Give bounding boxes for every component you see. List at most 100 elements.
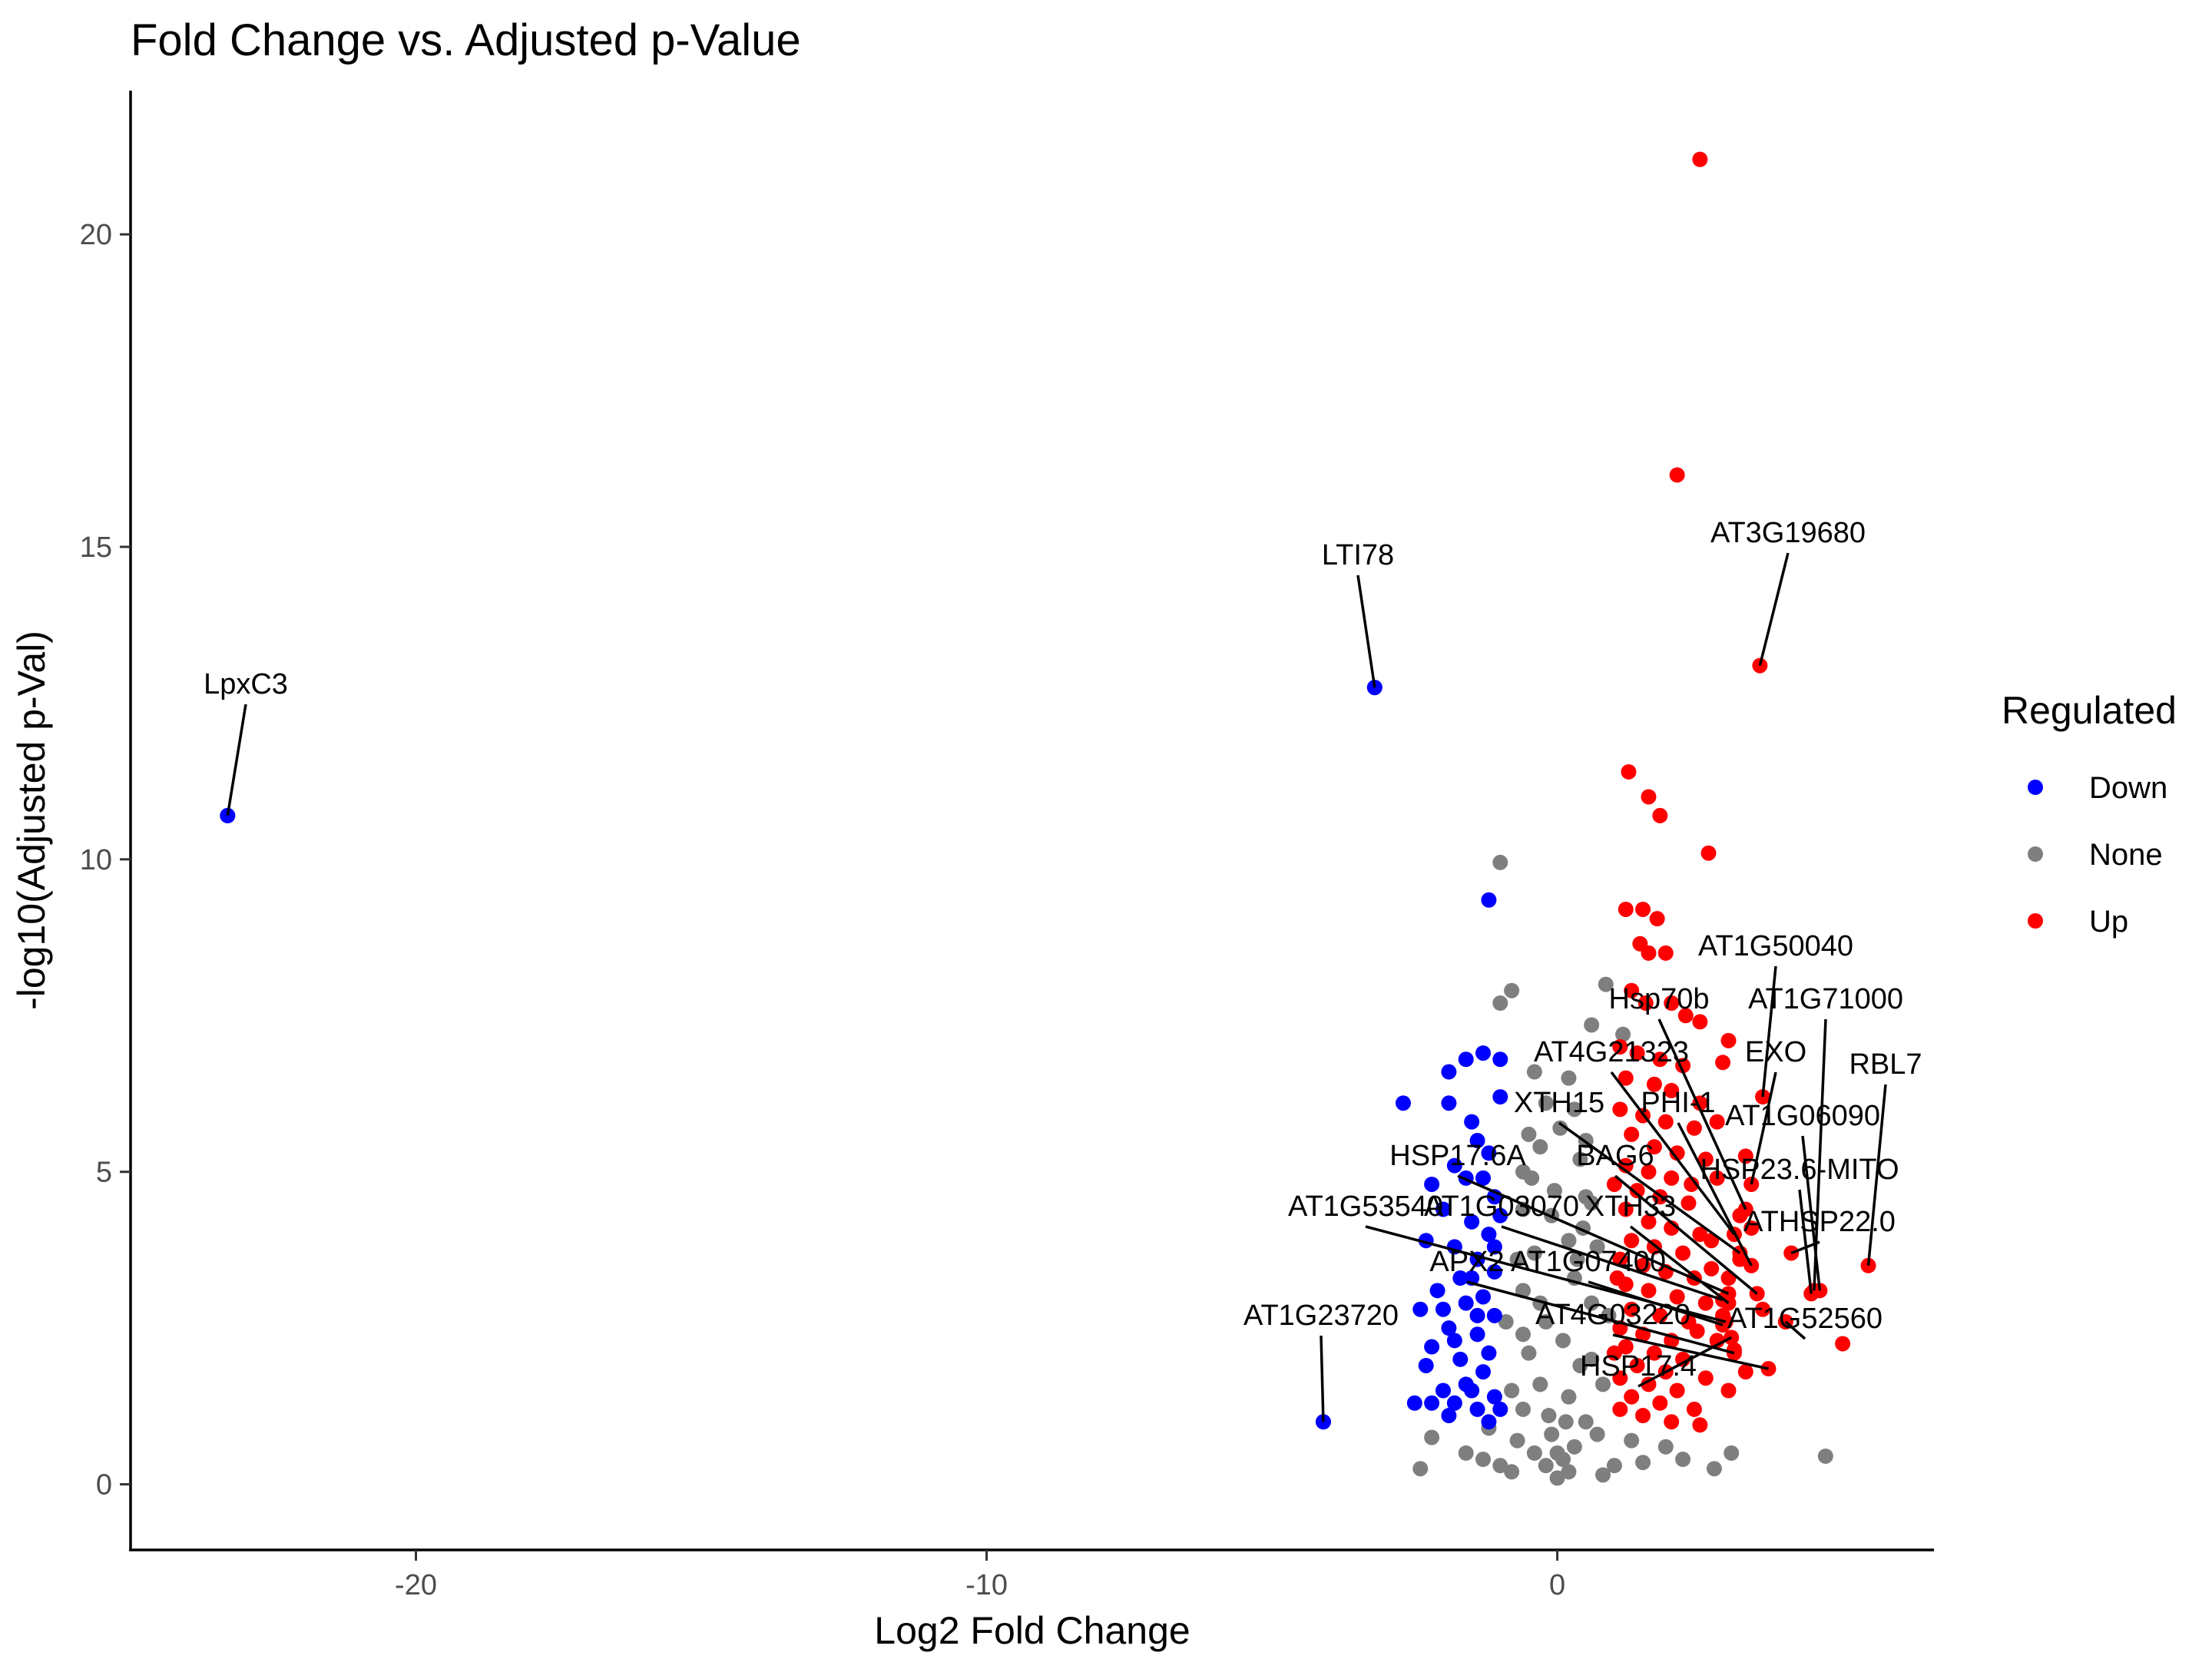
label-connector	[1588, 1280, 1724, 1326]
point-up	[1641, 1283, 1657, 1299]
x-axis-title: Log2 Fold Change	[874, 1609, 1190, 1652]
point-none	[1504, 982, 1520, 998]
point-up	[1635, 1408, 1651, 1424]
point-down	[1486, 1239, 1502, 1255]
point-up	[1652, 807, 1668, 823]
point-up	[1692, 1227, 1708, 1243]
point-up	[1641, 1164, 1657, 1180]
point-up	[1697, 1151, 1714, 1167]
x-tick-label: -20	[395, 1569, 437, 1601]
point-none	[1538, 1313, 1554, 1330]
point-down	[1435, 1201, 1451, 1217]
point-up	[1641, 1214, 1657, 1230]
point-none	[1566, 1439, 1582, 1455]
label-connector	[1356, 575, 1376, 688]
legend-title: Regulated	[2002, 689, 2177, 732]
gene-label: AT1G53540	[1288, 1190, 1443, 1223]
point-none	[1584, 1017, 1600, 1033]
gene-label: AT1G23720	[1243, 1300, 1399, 1332]
label-connector	[1612, 1333, 1769, 1370]
y-tick-label: 15	[80, 531, 112, 564]
axis-ticks: -20 -10 0 0 5 10 15 20	[80, 219, 1565, 1601]
legend-key-down	[2028, 780, 2043, 795]
point-up	[1709, 1114, 1725, 1130]
point-down	[1395, 1095, 1411, 1111]
gene-label: AT1G71000	[1748, 983, 1903, 1015]
point-up	[1646, 1076, 1662, 1092]
point-none	[1561, 1389, 1577, 1405]
point-up	[1635, 1257, 1651, 1273]
point-down	[1469, 1326, 1485, 1343]
point-up	[1692, 1014, 1708, 1030]
point-none	[1526, 1445, 1542, 1461]
gene-label: LTI78	[1322, 539, 1394, 571]
point-down	[1458, 1295, 1474, 1311]
gene-label: AT1G03070	[1424, 1190, 1579, 1223]
point-down	[1469, 1401, 1485, 1417]
gene-label: HSP23.6-MITO	[1700, 1154, 1899, 1186]
point-up	[1686, 1401, 1702, 1417]
label-connector	[1629, 1225, 1730, 1304]
point-up	[1646, 1345, 1662, 1361]
point-down	[1446, 1333, 1462, 1349]
point-none	[1526, 1064, 1542, 1080]
point-none	[1595, 1467, 1611, 1483]
label-connector	[1750, 1071, 1777, 1185]
label-connector	[1657, 1018, 1747, 1210]
point-none	[1492, 854, 1508, 870]
point-up	[1641, 789, 1657, 805]
point-up	[1681, 1195, 1697, 1211]
point-none	[1606, 1458, 1622, 1474]
point-none	[1635, 1455, 1651, 1471]
point-up	[1629, 1183, 1645, 1199]
label-connector	[1558, 1121, 1741, 1254]
point-up	[1612, 1251, 1628, 1267]
point-up	[1618, 1070, 1634, 1086]
point-down	[1481, 1227, 1497, 1243]
point-none	[1424, 1429, 1440, 1445]
gene-label: HSP17.6A	[1389, 1140, 1526, 1172]
point-down	[1412, 1301, 1429, 1317]
gene-label: RBL7	[1849, 1048, 1922, 1081]
point-none	[1578, 1414, 1594, 1430]
point-none	[1706, 1461, 1722, 1477]
point-down	[1435, 1301, 1451, 1317]
gene-label: AT3G19680	[1710, 517, 1866, 549]
point-up	[1697, 1295, 1714, 1311]
point-up	[1612, 1101, 1628, 1118]
point-none	[1515, 1401, 1532, 1417]
point-up	[1720, 1270, 1737, 1286]
gene-label: AT1G07400	[1511, 1246, 1666, 1278]
point-none	[1558, 1414, 1574, 1430]
gene-label: BAG6	[1576, 1140, 1654, 1172]
point-none	[1675, 1452, 1691, 1468]
label-connector	[1610, 1071, 1736, 1236]
point-none	[1569, 1251, 1585, 1267]
point-up	[1618, 1201, 1634, 1217]
y-tick-label: 20	[80, 219, 112, 251]
point-up	[1720, 1032, 1737, 1048]
label-connector	[1457, 1174, 1730, 1295]
label-connector	[1801, 1135, 1822, 1291]
point-up	[1715, 1055, 1731, 1071]
legend: Regulated Down None Up	[2002, 689, 2177, 939]
point-up	[1624, 1233, 1640, 1249]
point-down	[1475, 1289, 1491, 1305]
gene-label: APX2	[1429, 1246, 1504, 1278]
y-tick-label: 0	[96, 1469, 112, 1502]
point-down	[1441, 1095, 1457, 1111]
point-up	[1609, 1270, 1625, 1286]
point-down	[1492, 1089, 1508, 1105]
point-up	[1755, 1301, 1771, 1317]
x-tick-label: 0	[1549, 1569, 1565, 1601]
point-up	[1606, 1176, 1622, 1192]
legend-label-none: None	[2089, 838, 2163, 872]
point-none	[1595, 1376, 1611, 1392]
point-up	[1664, 1170, 1680, 1186]
point-up	[1624, 1301, 1640, 1317]
point-down	[1424, 1339, 1440, 1355]
point-none	[1598, 976, 1614, 992]
point-none	[1521, 1345, 1537, 1361]
point-up	[1637, 995, 1654, 1012]
point-none	[1549, 1445, 1565, 1461]
